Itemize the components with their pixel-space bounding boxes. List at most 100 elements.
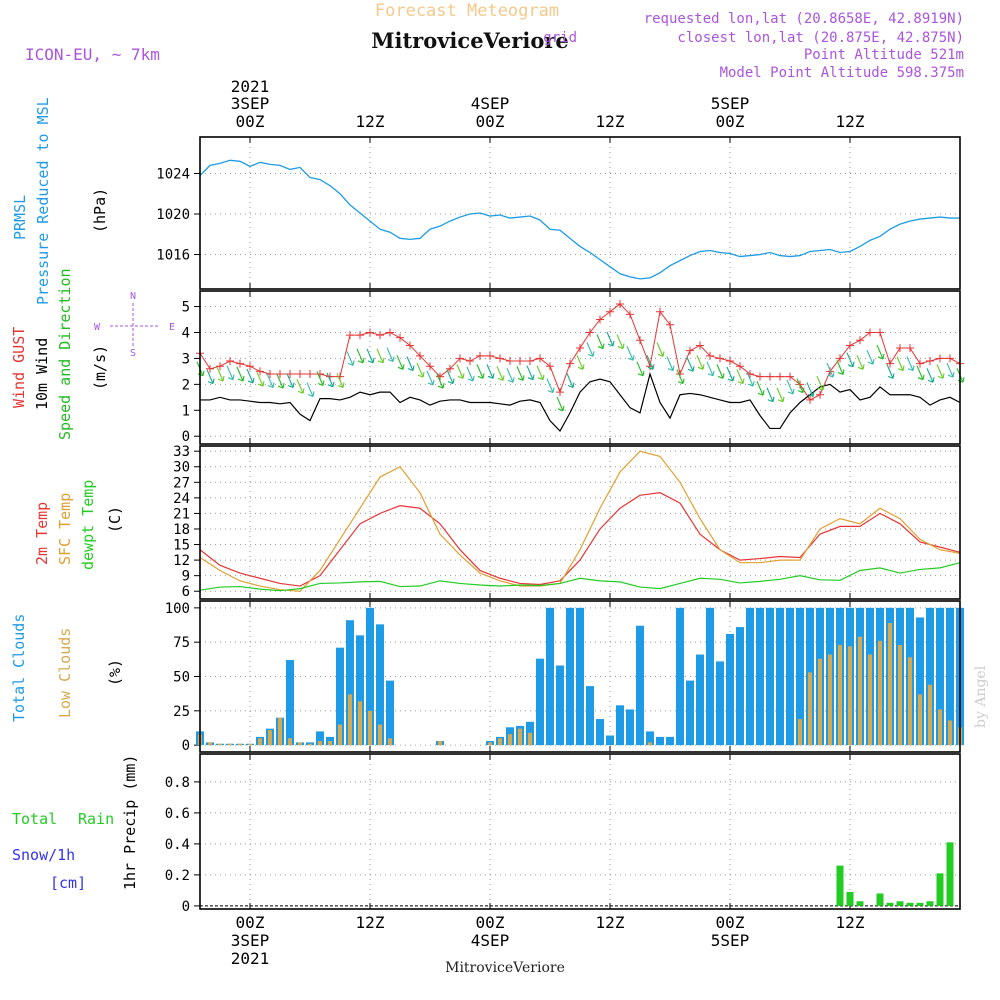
precip-bar xyxy=(846,891,854,906)
total-cloud-bar xyxy=(616,705,624,746)
wind-gust-marker xyxy=(866,328,874,337)
wind-direction-arrow xyxy=(676,369,685,385)
wind-direction-arrow xyxy=(656,342,665,357)
wind-direction-arrow xyxy=(616,334,625,350)
low-cloud-bar xyxy=(368,710,372,746)
wind-direction-arrow xyxy=(596,334,605,350)
top-date-label: 3SEP xyxy=(231,94,270,113)
compass-n: N xyxy=(130,291,136,302)
wind-direction-arrow xyxy=(406,356,415,372)
low-cloud-bar xyxy=(948,720,952,746)
top-hour-label: 12Z xyxy=(596,112,625,131)
wind-direction-arrow xyxy=(426,370,435,386)
wind-direction-arrow xyxy=(696,355,705,370)
model-altitude: Model Point Altitude 598.375m xyxy=(720,65,964,81)
wind-direction-arrow xyxy=(546,378,555,394)
wind-direction-arrow xyxy=(776,387,785,403)
low-cloud-bar xyxy=(848,646,852,746)
wind-direction-arrow xyxy=(846,352,855,368)
low-cloud-bar xyxy=(898,644,902,746)
y-tick-label: 50 xyxy=(173,670,190,686)
total-cloud-bar xyxy=(946,607,954,746)
wind-gust-marker xyxy=(926,357,934,366)
precip-bar xyxy=(936,873,944,906)
total-cloud-bar xyxy=(346,620,354,746)
wind-direction-arrow xyxy=(686,357,695,372)
wind-gust-marker xyxy=(566,359,574,368)
low-cloud-bar xyxy=(838,644,842,746)
bottom-hour-label: 00Z xyxy=(236,913,265,932)
low-cloud-bar xyxy=(828,654,832,746)
temp-labels: 2m Temp SFC Temp dewpt Temp (C) xyxy=(33,480,124,570)
bottom-hour-label: 00Z xyxy=(476,913,505,932)
y-tick-label: 1024 xyxy=(156,166,190,182)
wind-direction-arrow xyxy=(626,346,635,361)
total-cloud-bar xyxy=(716,661,724,746)
wind-gust-marker xyxy=(596,315,604,324)
requested-coords: requested lon,lat (20.8658E, 42.8919N) xyxy=(644,11,964,27)
total-cloud-bar xyxy=(726,633,734,746)
pressure-label-msl: Pressure Reduced to MSL xyxy=(34,97,52,305)
wind-gust-marker xyxy=(546,362,554,371)
wind-direction-arrow xyxy=(806,382,815,398)
wind-gust-marker xyxy=(836,354,844,363)
total-cloud-bar xyxy=(636,625,644,746)
wind-direction-arrow xyxy=(346,351,355,366)
total-cloud-bar xyxy=(556,665,564,746)
panel-frame xyxy=(199,136,961,290)
low-cloud-bar xyxy=(518,728,522,746)
wind-gust-marker xyxy=(476,351,484,360)
wind-gust-marker xyxy=(856,336,864,345)
wind-gust-marker xyxy=(216,362,224,371)
wind-direction-arrow xyxy=(256,371,265,387)
wind-direction-arrow xyxy=(366,348,375,364)
wind-direction-arrow xyxy=(516,366,525,381)
wind-direction-arrow xyxy=(886,364,895,379)
wind-gust-marker xyxy=(696,341,704,350)
wind-speed-line xyxy=(200,371,961,433)
total-cloud-bar xyxy=(366,607,374,746)
wind-gust-marker xyxy=(606,307,614,316)
wind-direction-arrow xyxy=(456,364,465,379)
wind-gust-marker xyxy=(706,351,714,360)
low-cloud-bar xyxy=(488,742,492,746)
wind-direction-arrow xyxy=(506,368,515,383)
top-hour-label: 00Z xyxy=(716,112,745,131)
low-cloud-bar xyxy=(508,734,512,746)
wind-direction-arrow xyxy=(706,361,715,377)
wind-direction-arrow xyxy=(816,375,825,391)
wind-gust-marker xyxy=(726,357,734,366)
wind-10m-label: 10m Wind xyxy=(33,338,51,410)
total-cloud-bar xyxy=(356,635,364,746)
total-cloud-bar xyxy=(936,607,944,746)
precip-cm-label: [cm] xyxy=(50,874,86,892)
wind-gust-marker xyxy=(886,359,894,368)
wind-direction-arrow xyxy=(216,366,225,382)
total-cloud-bar xyxy=(786,607,794,746)
total-cloud-bar xyxy=(696,654,704,746)
low-cloud-bar xyxy=(288,738,292,746)
total-cloud-bar xyxy=(646,731,654,746)
precip-bar xyxy=(856,901,864,906)
low-cloud-bar xyxy=(268,730,272,746)
low-cloud-bar xyxy=(808,672,812,746)
low-clouds-label: Low Clouds xyxy=(56,628,74,718)
wind-direction-arrow xyxy=(906,356,915,372)
bottom-hour-label: 12Z xyxy=(596,913,625,932)
precip-bar xyxy=(876,893,884,906)
wind-direction-arrow xyxy=(666,356,675,372)
wind-gust-marker xyxy=(416,351,424,360)
total-cloud-bar xyxy=(756,607,764,746)
wind-gust-marker xyxy=(586,328,594,337)
wind-gust-marker xyxy=(876,328,884,337)
wind-gust-marker xyxy=(456,354,464,363)
low-cloud-bar xyxy=(438,741,442,746)
low-cloud-bar xyxy=(388,738,392,746)
low-cloud-bar xyxy=(888,622,892,746)
wind-gust-marker xyxy=(616,299,624,308)
wind-gust-marker xyxy=(636,336,644,345)
temp-2m-label: 2m Temp xyxy=(33,502,51,565)
bottom-year-label: 2021 xyxy=(231,949,270,968)
temp-unit: (C) xyxy=(106,506,124,533)
precip-bar xyxy=(906,902,914,906)
